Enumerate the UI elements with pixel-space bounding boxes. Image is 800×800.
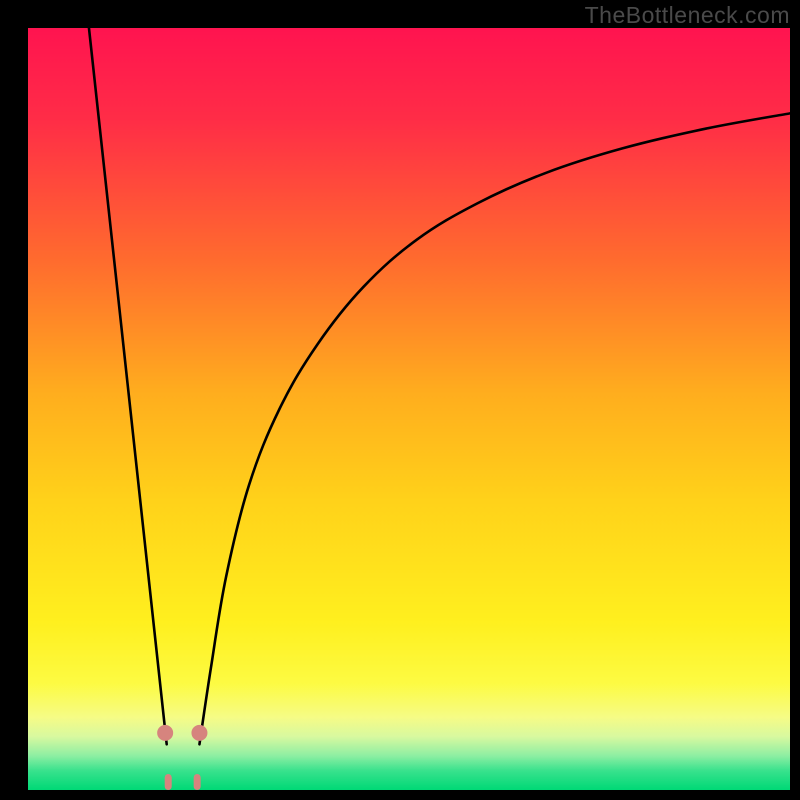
- valley-dot-right: [191, 725, 207, 741]
- valley-bar-left: [165, 774, 172, 790]
- chart-frame: TheBottleneck.com: [0, 0, 800, 800]
- bottleneck-curve: [28, 28, 790, 790]
- curve-left: [89, 28, 167, 744]
- curve-right: [199, 113, 790, 744]
- valley-bar-right: [194, 774, 201, 790]
- valley-dot-left: [157, 725, 173, 741]
- watermark-text: TheBottleneck.com: [585, 2, 790, 29]
- plot-area: [28, 28, 790, 790]
